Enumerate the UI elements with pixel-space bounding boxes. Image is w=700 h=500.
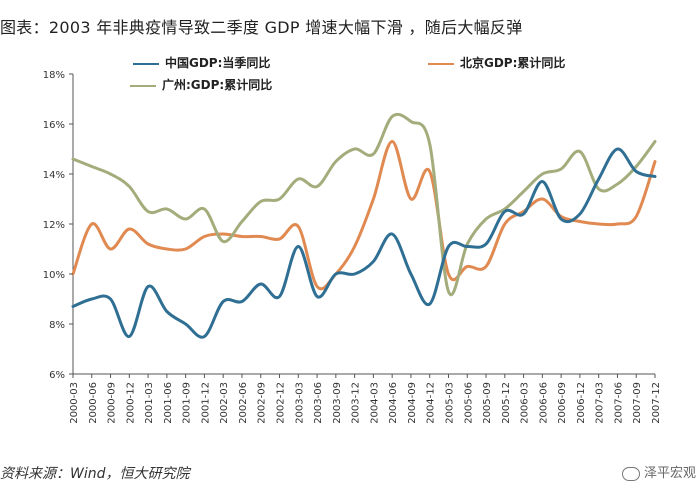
x-tick-label: 2000-03 [69,382,80,424]
wechat-icon [621,466,640,481]
x-tick-label: 2003-09 [332,382,343,424]
y-tick-label: 14% [43,170,65,181]
y-tick-label: 10% [43,270,65,281]
x-tick-label: 2002-06 [238,382,249,424]
legend-swatch-beijing [428,62,454,65]
x-tick-label: 2003-03 [294,382,305,424]
x-tick-label: 2002-12 [276,382,287,424]
x-tick-label: 2006-09 [557,382,568,424]
x-tick-label: 2001-03 [144,382,155,424]
watermark: 泽平宏观 [621,462,696,481]
x-tick-label: 2000-12 [125,382,136,424]
x-tick-label: 2004-06 [388,382,399,424]
x-tick-label: 2004-09 [407,382,418,424]
legend-swatch-china [133,62,159,65]
x-tick-label: 2002-03 [219,382,230,424]
x-tick-label: 2007-12 [651,382,662,424]
chart-title: 图表：2003 年非典疫情导致二季度 GDP 增速大幅下滑 ，随后大幅反弹 [0,18,523,37]
x-tick-label: 2000-09 [107,382,118,424]
legend-label-beijing: 北京GDP:累计同比 [460,56,566,70]
series-line-china [71,147,657,339]
legend-label-china: 中国GDP:当季同比 [165,56,271,70]
x-tick-label: 2000-06 [88,382,99,424]
x-tick-label: 2005-09 [482,382,493,424]
y-tick-labels: 6% 8% 10% 12% 14% 16% 18% [43,70,73,381]
y-tick-label: 12% [43,220,65,231]
x-tick-label: 2005-06 [463,382,474,424]
x-tick-label: 2004-03 [369,382,380,424]
legend-entry-guangzhou: 广州:GDP:累计同比 [130,76,272,93]
x-tick-label: 2001-06 [163,382,174,424]
source-note: 资料来源：Wind，恒大研究院 [0,466,190,482]
x-tick-label: 2005-03 [444,382,455,424]
x-tick-label: 2002-09 [257,382,268,424]
x-tick-label: 2006-12 [576,382,587,424]
x-tick-label: 2006-03 [520,382,531,424]
x-tick-label: 2005-12 [501,382,512,424]
legend-entry-china: 中国GDP:当季同比 [133,54,270,71]
legend-label-guangzhou: 广州:GDP:累计同比 [162,78,273,92]
series-layer [71,112,657,339]
y-tick-label: 16% [43,120,65,131]
x-tick-label: 2001-12 [200,382,211,424]
x-tick-label: 2001-09 [182,382,193,424]
x-tick-label: 2007-06 [613,382,624,424]
series-line-guangzhou [71,112,657,297]
y-tick-label: 6% [49,370,65,381]
y-tick-label: 8% [49,320,65,331]
x-tick-label: 2003-12 [351,382,362,424]
x-tick-labels: 2000-03 2000-06 2000-09 2000-12 2001-03 2001-… [69,374,662,424]
x-tick-label: 2006-06 [538,382,549,424]
watermark-text: 泽平宏观 [643,466,696,481]
legend-entry-beijing: 北京GDP:累计同比 [428,54,565,71]
legend-swatch-guangzhou [130,84,156,87]
x-tick-label: 2007-09 [632,382,643,424]
x-tick-label: 2003-06 [313,382,324,424]
x-tick-label: 2004-12 [426,382,437,424]
y-tick-label: 18% [43,70,65,81]
x-tick-label: 2007-03 [595,382,606,424]
